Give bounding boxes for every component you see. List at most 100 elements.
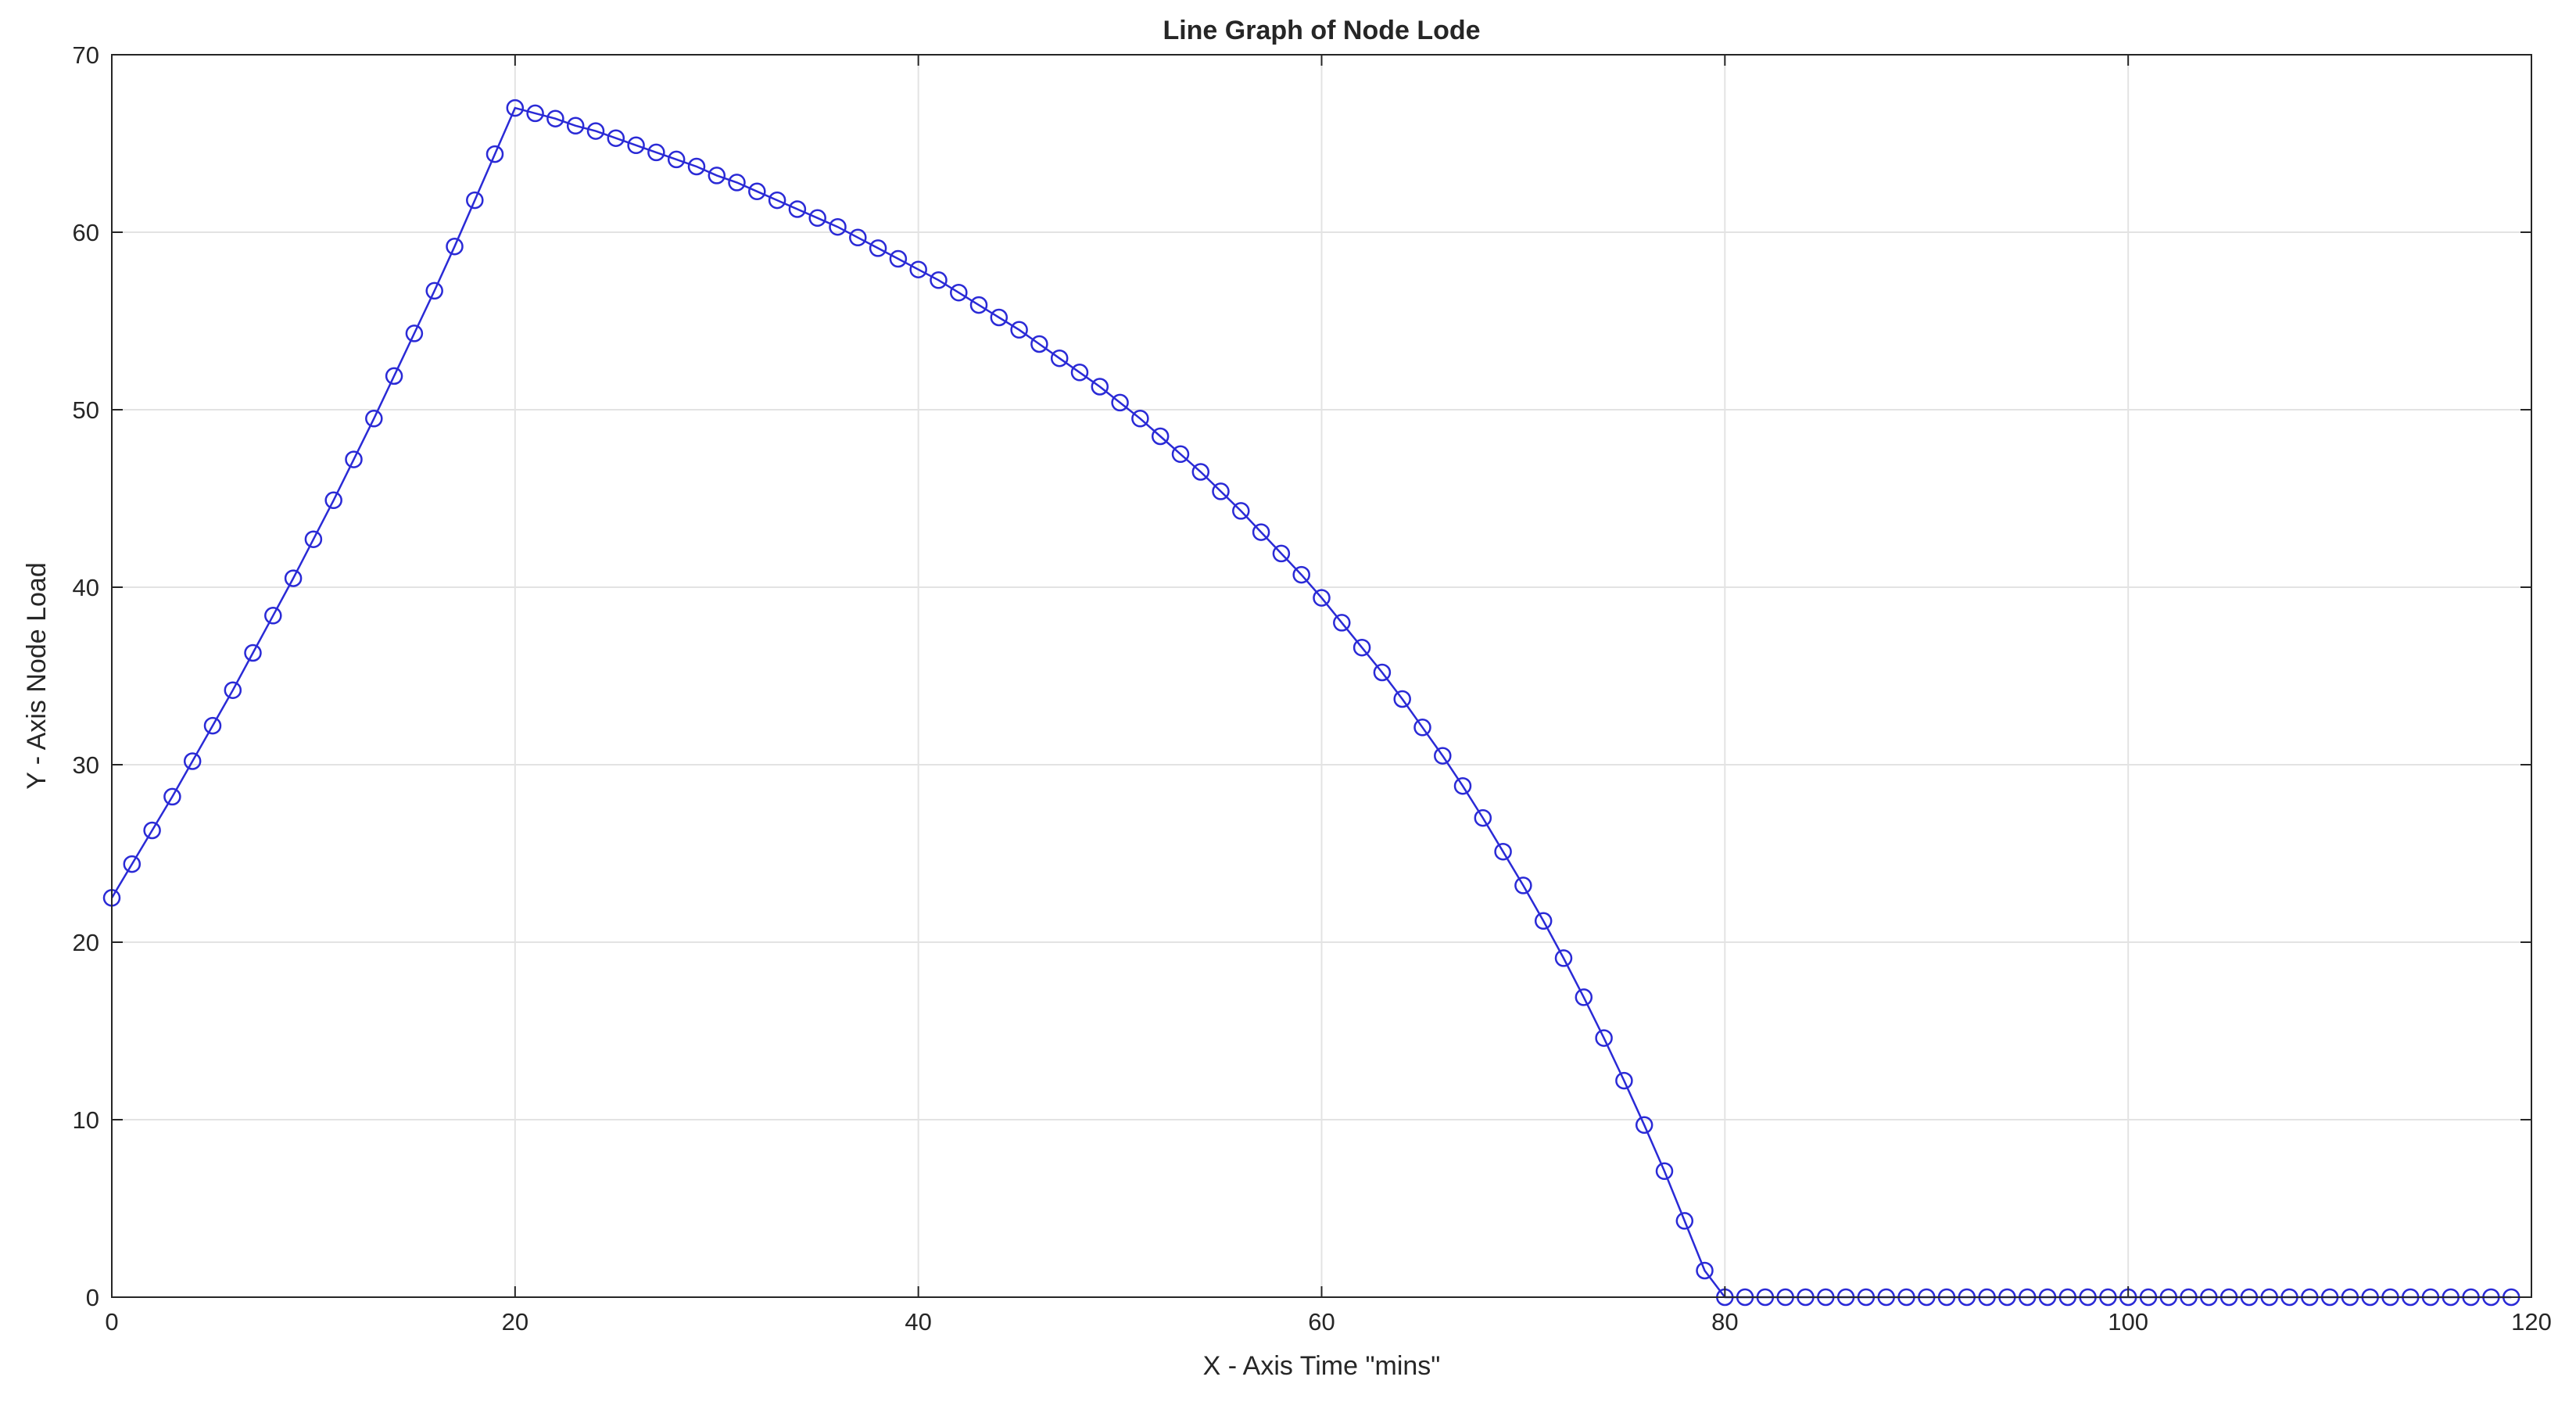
- data-point: [1554, 949, 1573, 967]
- data-point: [163, 787, 181, 806]
- data-point: [708, 167, 726, 185]
- data-point: [485, 145, 504, 163]
- data-point: [446, 237, 464, 256]
- data-point: [224, 681, 242, 699]
- x-tick-label: 20: [502, 1308, 528, 1336]
- data-point: [506, 99, 525, 117]
- data-point: [647, 143, 665, 162]
- data-point: [1675, 1212, 1694, 1230]
- data-point: [1595, 1029, 1613, 1047]
- data-point: [1635, 1116, 1653, 1135]
- x-tick-label: 120: [2511, 1308, 2552, 1336]
- data-point: [1413, 719, 1431, 737]
- data-point: [1010, 321, 1028, 339]
- x-tick-label: 40: [905, 1308, 931, 1336]
- data-point: [1696, 1261, 1714, 1280]
- data-point: [1534, 912, 1553, 930]
- y-axis-label: Y - Axis Node Load: [22, 562, 52, 789]
- data-point: [586, 122, 605, 140]
- data-point: [1373, 663, 1392, 682]
- data-point: [385, 367, 403, 385]
- data-point: [1131, 410, 1149, 428]
- x-tick-label: 60: [1308, 1308, 1335, 1336]
- data-point: [969, 296, 988, 314]
- data-point: [909, 260, 927, 278]
- data-point: [466, 191, 484, 210]
- data-point: [627, 136, 645, 155]
- data-point: [1151, 427, 1170, 446]
- data-point: [123, 855, 142, 873]
- data-point: [365, 410, 383, 428]
- data-point: [1030, 335, 1048, 353]
- data-point: [1091, 378, 1109, 396]
- data-point: [849, 228, 867, 247]
- data-point: [1352, 638, 1371, 657]
- data-point: [1272, 544, 1291, 563]
- data-point: [1655, 1162, 1674, 1181]
- data-point: [264, 607, 282, 625]
- data-point: [1474, 808, 1492, 827]
- data-point: [1212, 482, 1230, 500]
- data-point: [425, 281, 443, 300]
- data-point: [1514, 877, 1532, 895]
- data-point: [1313, 589, 1331, 607]
- data-point: [1575, 988, 1593, 1006]
- data-point: [1292, 565, 1310, 584]
- data-point: [829, 217, 847, 236]
- data-point: [1333, 614, 1351, 632]
- data-point: [728, 174, 746, 192]
- y-tick-label: 50: [73, 396, 99, 424]
- data-point: [788, 200, 807, 218]
- y-tick-label: 60: [73, 219, 99, 246]
- y-tick-label: 20: [73, 929, 99, 956]
- data-point: [1615, 1071, 1633, 1090]
- data-point: [405, 324, 424, 342]
- data-point: [1252, 523, 1270, 541]
- data-point: [1494, 842, 1512, 861]
- data-point: [1453, 776, 1472, 795]
- data-point: [607, 129, 625, 147]
- data-point: [990, 308, 1009, 327]
- chart-title: Line Graph of Node Lode: [1163, 16, 1480, 45]
- data-point: [768, 191, 786, 210]
- data-point: [869, 239, 887, 257]
- data-point: [808, 209, 826, 228]
- data-point: [1434, 747, 1452, 765]
- y-tick-label: 10: [73, 1106, 99, 1134]
- data-point: [304, 530, 323, 548]
- data-point: [930, 271, 948, 289]
- data-point: [546, 109, 564, 127]
- tick-marks: [111, 54, 2532, 1298]
- data-point: [1232, 502, 1250, 520]
- y-tick-label: 70: [73, 41, 99, 69]
- data-point: [324, 491, 342, 510]
- x-tick-label: 100: [2108, 1308, 2148, 1336]
- y-tick-label: 0: [86, 1284, 99, 1311]
- data-point: [284, 569, 303, 587]
- x-tick-label: 0: [105, 1308, 118, 1336]
- data-point: [203, 716, 222, 735]
- data-point: [1050, 349, 1069, 367]
- data-point: [1393, 690, 1411, 708]
- data-point: [889, 249, 908, 268]
- data-point: [143, 821, 161, 840]
- data-point: [1171, 445, 1190, 464]
- data-point: [566, 117, 585, 135]
- data-point: [345, 450, 363, 468]
- data-point: [1070, 364, 1089, 382]
- data-point: [950, 283, 968, 302]
- tick-labels: 0 20 40 60 80 100 120 0 10 20 30 40 50 60 70: [73, 41, 2552, 1336]
- data-point: [183, 752, 202, 770]
- y-tick-label: 40: [73, 574, 99, 601]
- x-tick-label: 80: [1711, 1308, 1738, 1336]
- y-tick-label: 30: [73, 751, 99, 779]
- data-point: [687, 157, 706, 176]
- data-point: [667, 150, 686, 169]
- data-point: [748, 182, 766, 201]
- data-point: [244, 644, 262, 662]
- grid-lines: [111, 54, 2532, 1298]
- data-point: [1111, 393, 1129, 412]
